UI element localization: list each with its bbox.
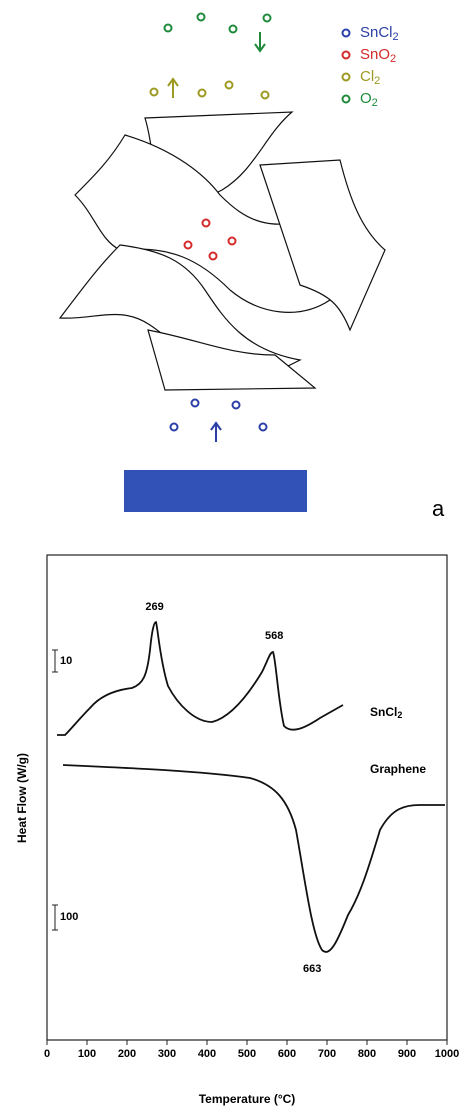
sno2-molecule [227, 236, 237, 246]
x-tick-label: 0 [44, 1048, 50, 1060]
curve-label-text: SnCl [370, 705, 397, 719]
scale-bar-label: 10 [60, 655, 72, 667]
scale-bar [52, 649, 58, 673]
sncl2-molecule [190, 398, 200, 408]
o2-molecule [163, 23, 173, 33]
sheet [147, 329, 317, 391]
x-tick-label: 800 [358, 1048, 376, 1060]
o2-molecule [262, 13, 272, 23]
sncl2-molecule [231, 400, 241, 410]
scale-bar [52, 904, 58, 931]
legend-marker [341, 50, 351, 60]
x-tick-label: 500 [238, 1048, 256, 1060]
graphene-sheets [58, 111, 386, 391]
curve-label-subscript: 2 [397, 710, 402, 720]
legend-subscript: 2 [372, 97, 378, 109]
cl2-molecule [260, 90, 270, 100]
peak-label: 663 [303, 963, 321, 975]
peak-label: 568 [265, 630, 283, 642]
plot-frame [46, 554, 448, 1041]
arrow [167, 77, 179, 98]
molecules [149, 12, 272, 442]
x-tick-label: 700 [318, 1048, 336, 1060]
sno2-molecule [183, 240, 193, 250]
sno2-molecule [208, 251, 218, 261]
legend-marker [341, 94, 351, 104]
sncl2-curve [57, 621, 344, 736]
curve-label: Graphene [370, 762, 426, 776]
sheet [58, 244, 302, 386]
legend-text: O [360, 90, 372, 107]
x-tick-label: 200 [118, 1048, 136, 1060]
arrow [254, 32, 266, 53]
legend-marker [341, 28, 351, 38]
legend-label: SnO2 [360, 46, 396, 65]
x-tick-label: 900 [398, 1048, 416, 1060]
cl2-molecule [197, 88, 207, 98]
sno2-molecule [201, 218, 211, 228]
curve-label: SnCl2 [370, 705, 402, 720]
o2-molecule [196, 12, 206, 22]
cl2-molecule [224, 80, 234, 90]
y-axis-title: Heat Flow (W/g) [15, 753, 29, 843]
legend-subscript: 2 [390, 53, 396, 65]
x-tick-label: 600 [278, 1048, 296, 1060]
sncl2-molecule [258, 422, 268, 432]
o2-molecule [228, 24, 238, 34]
graphene-curve [62, 764, 445, 953]
legend-text: Cl [360, 68, 374, 85]
x-tick-label: 300 [158, 1048, 176, 1060]
x-tick-label: 1000 [435, 1048, 459, 1060]
x-axis-title: Temperature (°C) [199, 1092, 296, 1106]
chart: 0 100 200 300 400 500 600 700 800 900 1000 269 568 66… [44, 601, 459, 1060]
panel-label: a [432, 496, 445, 521]
x-tick-label: 100 [78, 1048, 96, 1060]
sheet [259, 159, 386, 332]
scale-bar-label: 100 [60, 911, 78, 923]
curve-label-text: Graphene [370, 762, 426, 776]
sncl2-molecule [169, 422, 179, 432]
legend-marker [341, 72, 351, 82]
legend-text: SnO [360, 46, 390, 63]
peak-label: 269 [145, 601, 163, 613]
heater-bar [124, 470, 307, 512]
legend-subscript: 2 [374, 75, 380, 87]
cl2-molecule [149, 87, 159, 97]
legend-subscript: 2 [393, 31, 399, 43]
x-tick-label: 400 [198, 1048, 216, 1060]
legend-text: SnCl [360, 24, 393, 41]
legend-label: SnCl2 [360, 24, 399, 43]
legend-label: O2 [360, 90, 378, 109]
arrow [210, 421, 222, 442]
legend-label: Cl2 [360, 68, 380, 87]
